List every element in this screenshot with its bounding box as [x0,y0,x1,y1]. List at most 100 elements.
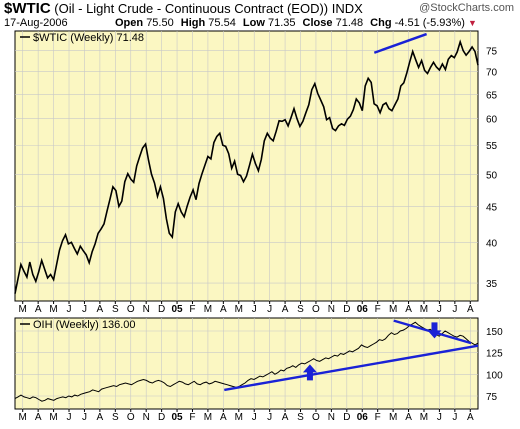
x-tick-label: N [328,412,335,423]
x-tick-label: F [189,304,195,315]
x-tick-label: D [158,412,165,423]
y-tick-label: 75 [486,47,498,58]
x-tick-label: N [143,304,150,315]
x-tick-label: D [158,304,165,315]
x-tick-label: J [267,304,272,315]
y-tick-label: 125 [486,349,503,360]
down-arrow-icon [427,322,442,339]
x-tick-label: J [67,304,72,315]
x-tick-label: J [82,412,87,423]
date: 17-Aug-2006 [4,17,68,29]
x-tick-label: M [204,304,212,315]
x-tick-label: M [19,412,27,423]
x-tick-label: O [127,412,135,423]
x-tick-label: A [282,412,289,423]
description: (Oil - Light Crude - Continuous Contract… [54,1,329,16]
title-line: $WTIC (Oil - Light Crude - Continuous Co… [4,0,363,17]
main-price-panel: M A M J J A S O N D 05 F M A M J J A S O N D 06 F M A M J J A35404550… [14,30,498,315]
chg-value: -4.51 (-5.93%) [394,17,465,29]
symbol: $WTIC [4,0,51,17]
high-label: High [180,17,206,29]
watermark: @StockCharts.com [419,2,514,14]
y-tick-label: 50 [486,170,498,181]
low-value: 71.35 [267,17,296,29]
y-tick-label: 60 [486,115,498,126]
x-tick-label: J [252,304,257,315]
trendline [224,344,479,392]
x-tick-label: A [220,304,227,315]
x-tick-label: O [312,412,320,423]
x-tick-label: 06 [357,304,369,315]
x-tick-label: A [282,304,289,315]
close-label: Close [302,17,333,29]
legend-label: $WTIC (Weekly) 71.48 [33,32,144,44]
x-tick-label: J [267,412,272,423]
x-tick-label: M [49,304,57,315]
x-tick-label: D [343,304,350,315]
open-value: 75.50 [146,17,174,29]
x-tick-label: M [420,304,428,315]
x-tick-label: J [437,304,442,315]
x-tick-label: D [343,412,350,423]
x-tick-label: O [312,304,320,315]
x-tick-label: F [375,412,381,423]
x-tick-label: J [452,412,457,423]
y-tick-label: 65 [486,90,498,101]
x-tick-label: A [35,304,42,315]
up-arrow-icon [302,364,317,381]
x-tick-label: N [143,412,150,423]
x-tick-label: S [112,412,119,423]
x-tick-label: A [405,412,412,423]
x-tick-label: A [35,412,42,423]
legend-label: OIH (Weekly) 136.00 [33,319,136,331]
x-tick-label: M [389,412,397,423]
x-tick-label: 05 [171,412,183,423]
y-tick-label: 40 [486,238,498,249]
y-tick-label: 70 [486,68,498,79]
x-tick-label: M [49,412,57,423]
x-tick-label: M [420,412,428,423]
x-tick-label: J [252,412,257,423]
x-tick-label: A [405,304,412,315]
trendline [373,32,428,54]
open-label: Open [115,17,144,29]
y-tick-label: 45 [486,202,498,213]
chg-label: Chg [370,17,392,29]
panel-background [14,317,479,410]
close-value: 71.48 [335,17,364,29]
x-tick-label: 06 [357,412,369,423]
x-tick-label: 05 [171,304,183,315]
chg-down-arrow-icon: ▼ [468,18,477,28]
y-tick-label: 75 [486,392,498,403]
x-tick-label: N [328,304,335,315]
x-tick-label: J [82,304,87,315]
low-label: Low [242,17,265,29]
x-tick-label: S [112,304,119,315]
x-tick-label: A [220,412,227,423]
x-tick-label: M [235,304,243,315]
x-tick-label: F [375,304,381,315]
y-tick-label: 55 [486,141,498,152]
x-tick-label: A [467,412,474,423]
y-tick-label: 150 [486,327,503,338]
x-tick-label: M [389,304,397,315]
x-tick-label: J [437,412,442,423]
x-tick-label: A [97,304,104,315]
high-value: 75.54 [208,17,236,29]
ohlc-row: Open 75.50 High 75.54 Low 71.35 Close 71… [115,17,477,29]
x-tick-label: S [297,304,304,315]
x-tick-label: S [297,412,304,423]
panel-background [14,30,479,302]
x-tick-label: O [127,304,135,315]
x-tick-label: M [235,412,243,423]
oih-panel: M A M J J A S O N D 05 F M A M J J A S O N D 06 F M A M J J A75100125… [14,317,503,423]
price-line [14,321,479,402]
x-tick-label: F [189,412,195,423]
x-tick-label: M [19,304,27,315]
x-tick-label: A [97,412,104,423]
exchange: INDX [331,1,363,16]
y-tick-label: 100 [486,370,503,381]
x-tick-label: M [204,412,212,423]
x-tick-label: J [452,304,457,315]
